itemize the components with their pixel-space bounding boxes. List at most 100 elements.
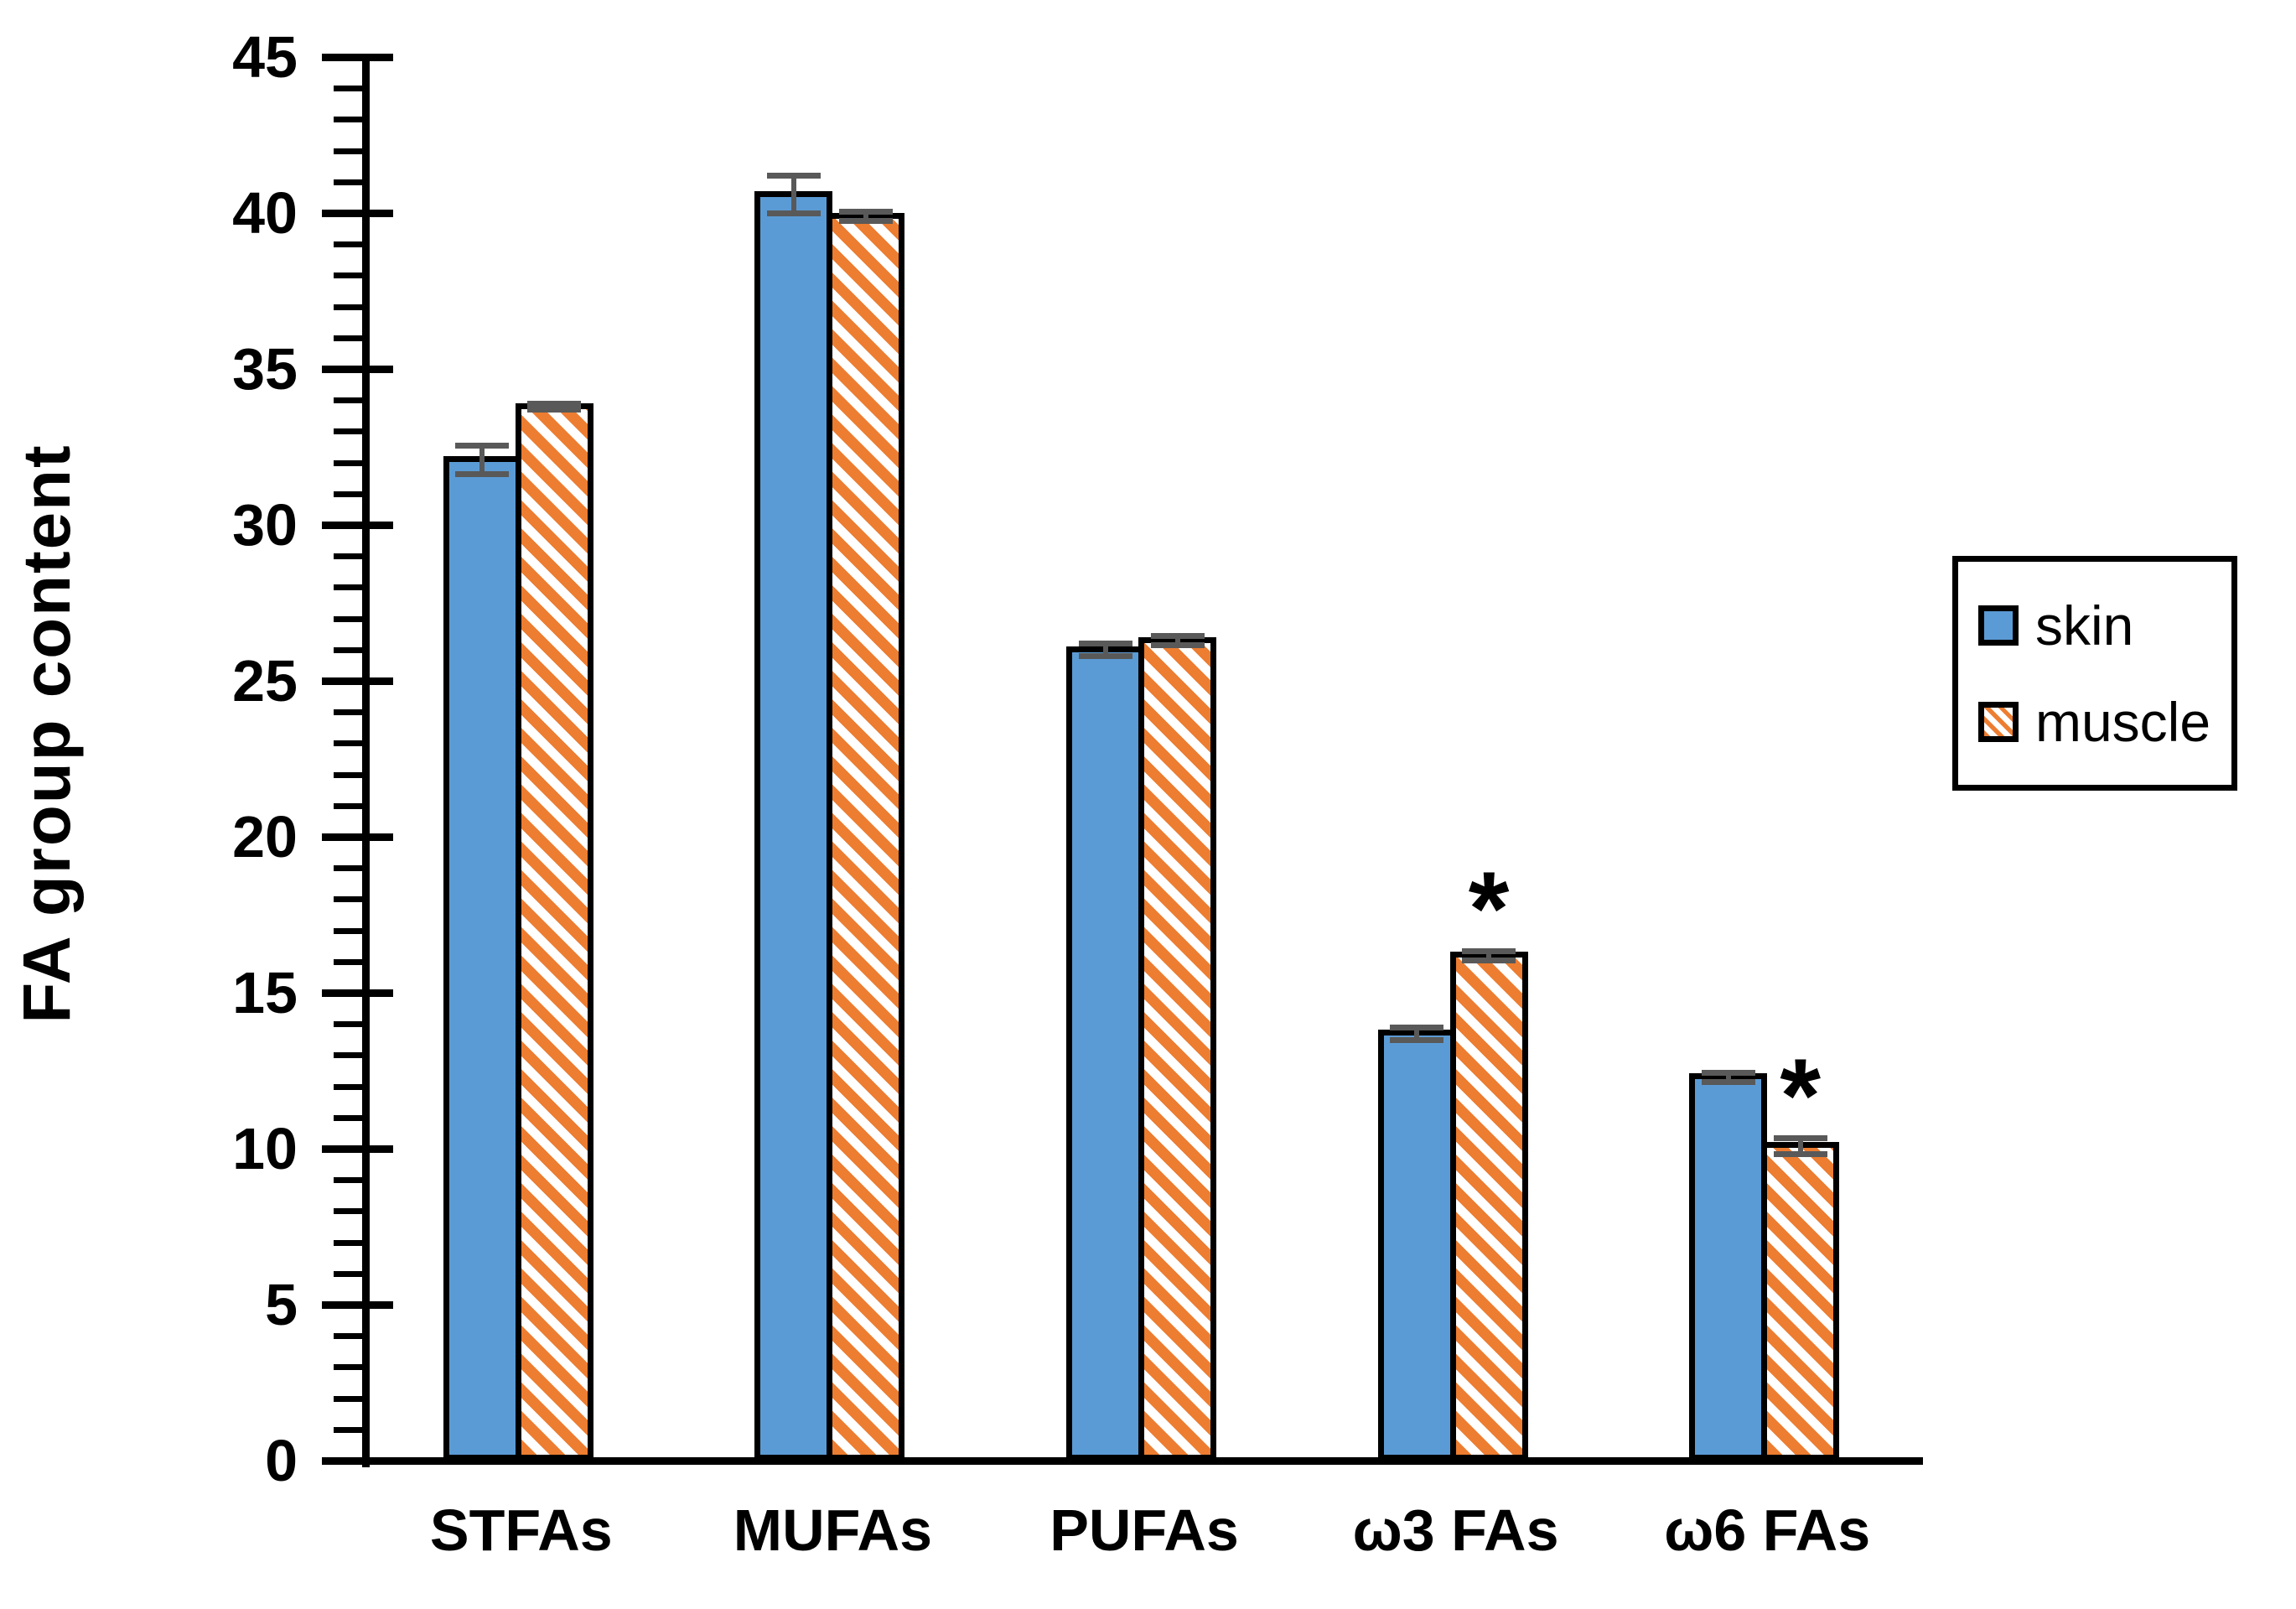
x-axis-line	[362, 1457, 1923, 1465]
y-tick-label: 5	[265, 1272, 298, 1337]
y-major-tick	[322, 1457, 393, 1465]
y-minor-tick	[334, 241, 365, 248]
x-category-label-4: ω6 FAs	[1664, 1497, 1871, 1563]
legend-swatch-muscle-icon	[1978, 701, 2019, 742]
y-minor-tick	[334, 865, 365, 872]
error-bar-cap-bottom-skin-2	[1078, 653, 1132, 660]
error-bar-whisker-muscle-2	[1174, 636, 1180, 646]
error-bar-cap-top-skin-4	[1701, 1069, 1755, 1076]
error-bar-whisker-skin-1	[790, 175, 796, 213]
y-minor-tick	[334, 1364, 365, 1371]
legend-item-skin: skin	[1978, 598, 2231, 653]
y-tick-label: 20	[232, 804, 298, 869]
y-minor-tick	[334, 1426, 365, 1433]
y-major-tick	[322, 989, 393, 997]
y-minor-tick	[334, 1208, 365, 1215]
bar-skin-1	[754, 190, 833, 1461]
y-major-tick	[322, 54, 393, 61]
significance-asterisk-ω6 FAs: *	[1780, 1037, 1822, 1155]
y-minor-tick	[334, 179, 365, 185]
x-category-label-3: ω3 FAs	[1352, 1497, 1559, 1563]
y-axis-line	[362, 54, 370, 1467]
error-bar-cap-top-muscle-1	[838, 209, 893, 215]
y-minor-tick	[334, 584, 365, 591]
legend-swatch-skin-icon	[1978, 605, 2019, 646]
y-minor-tick	[334, 1021, 365, 1028]
y-minor-tick	[334, 709, 365, 716]
y-major-tick	[322, 210, 393, 217]
y-minor-tick	[334, 615, 365, 622]
error-bar-cap-bottom-muscle-0	[527, 407, 582, 413]
y-tick-label: 40	[232, 180, 298, 246]
y-minor-tick	[334, 148, 365, 154]
error-bar-cap-bottom-skin-0	[455, 470, 510, 477]
x-category-label-0: STFAs	[429, 1497, 613, 1563]
y-minor-tick	[334, 335, 365, 341]
y-minor-tick	[334, 958, 365, 965]
error-bar-cap-top-skin-1	[766, 173, 821, 179]
bar-muscle-4	[1761, 1142, 1840, 1461]
y-minor-tick	[334, 397, 365, 404]
error-bar-cap-bottom-skin-4	[1701, 1079, 1755, 1086]
error-bar-cap-top-muscle-2	[1150, 633, 1205, 640]
x-category-label-1: MUFAs	[733, 1497, 933, 1563]
x-category-label-2: PUFAs	[1050, 1497, 1239, 1563]
y-minor-tick	[334, 646, 365, 653]
y-minor-tick	[334, 802, 365, 809]
y-tick-label: 10	[232, 1116, 298, 1181]
y-tick-label: 30	[232, 492, 298, 558]
error-bar-cap-bottom-muscle-3	[1462, 957, 1516, 963]
y-minor-tick	[334, 1052, 365, 1059]
y-major-tick	[322, 677, 393, 685]
bar-skin-0	[443, 455, 521, 1461]
y-minor-tick	[334, 428, 365, 435]
y-axis-title: FA group content	[9, 444, 84, 1024]
legend-label-muscle: muscle	[2035, 690, 2211, 753]
error-bar-cap-top-muscle-4	[1773, 1134, 1827, 1141]
error-bar-cap-top-skin-0	[455, 443, 510, 449]
legend: skin muscle	[1952, 556, 2237, 791]
error-bar-cap-bottom-muscle-1	[838, 218, 893, 225]
y-minor-tick	[334, 1395, 365, 1402]
error-bar-whisker-muscle-3	[1486, 950, 1492, 960]
y-minor-tick	[334, 304, 365, 310]
bar-skin-2	[1066, 646, 1144, 1461]
error-bar-cap-bottom-skin-3	[1390, 1036, 1444, 1043]
error-bar-cap-top-skin-3	[1390, 1024, 1444, 1030]
y-major-tick	[322, 522, 393, 529]
y-tick-label: 15	[232, 960, 298, 1025]
y-minor-tick	[334, 927, 365, 934]
error-bar-cap-bottom-muscle-2	[1150, 642, 1205, 649]
y-minor-tick	[334, 86, 365, 92]
error-bar-whisker-skin-3	[1414, 1026, 1420, 1040]
legend-label-skin: skin	[2035, 594, 2134, 657]
bar-muscle-3	[1449, 952, 1528, 1461]
error-bar-cap-top-muscle-0	[527, 400, 582, 407]
y-major-tick	[322, 1145, 393, 1153]
y-major-tick	[322, 1301, 393, 1309]
y-major-tick	[322, 833, 393, 841]
bar-skin-3	[1377, 1030, 1456, 1461]
y-minor-tick	[334, 1333, 365, 1340]
error-bar-cap-bottom-skin-1	[766, 210, 821, 216]
y-minor-tick	[334, 553, 365, 560]
y-minor-tick	[334, 1114, 365, 1121]
y-tick-label: 0	[265, 1428, 298, 1493]
y-tick-label: 35	[232, 336, 298, 402]
error-bar-cap-bottom-muscle-4	[1773, 1150, 1827, 1157]
error-bar-whisker-muscle-1	[863, 211, 868, 221]
y-minor-tick	[334, 272, 365, 279]
y-minor-tick	[334, 1239, 365, 1246]
y-tick-label: 25	[232, 648, 298, 714]
y-tick-label: 45	[232, 24, 298, 90]
y-minor-tick	[334, 771, 365, 778]
significance-asterisk-ω3 FAs: *	[1468, 850, 1510, 968]
y-minor-tick	[334, 896, 365, 903]
bar-muscle-2	[1138, 636, 1216, 1461]
error-bar-cap-top-skin-2	[1078, 641, 1132, 647]
error-bar-cap-top-muscle-3	[1462, 947, 1516, 954]
y-minor-tick	[334, 740, 365, 747]
legend-item-muscle: muscle	[1978, 694, 2231, 750]
y-minor-tick	[334, 490, 365, 497]
